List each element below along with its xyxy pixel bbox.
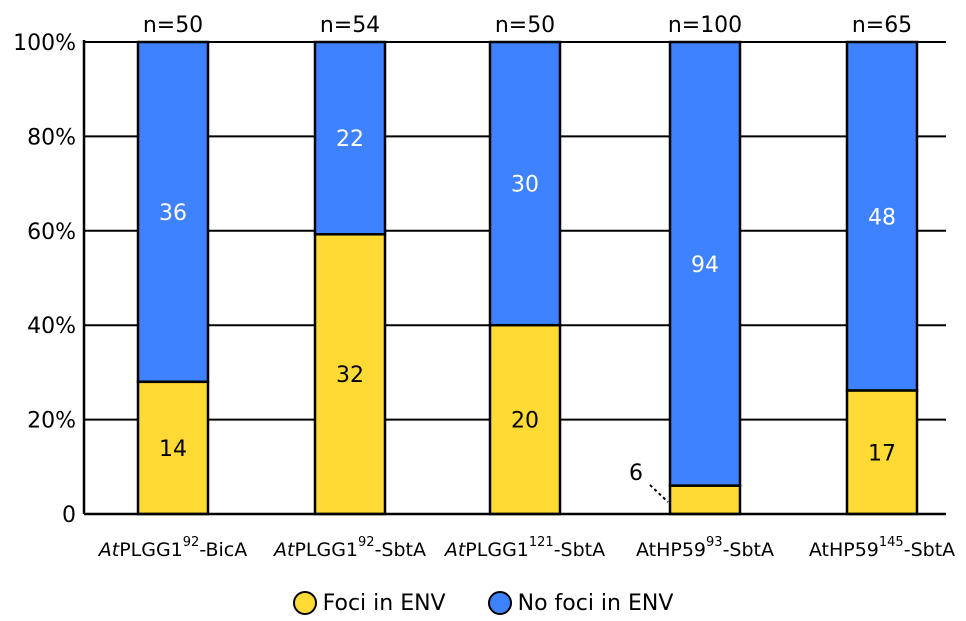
data-label-no-foci: 94 (691, 253, 719, 278)
bar-segment-foci (313, 233, 387, 516)
legend-label-no-foci: No foci in ENV (517, 590, 674, 616)
data-label-foci: 17 (868, 441, 896, 466)
bar-segment-foci (488, 323, 562, 516)
bar-segment-foci (668, 484, 742, 516)
data-label-no-foci: 48 (868, 205, 896, 230)
n-label: n=100 (668, 13, 742, 38)
data-label-foci: 32 (336, 363, 364, 388)
n-label: n=54 (320, 13, 380, 38)
legend: Foci in ENV No foci in ENV (0, 585, 966, 621)
labels: 0 20% 40% 60% 80% 100% 36 14 n=50 AtPLGG192-BicA 2… (13, 13, 955, 561)
y-tick-label: 40% (27, 314, 76, 339)
n-label: n=50 (495, 13, 555, 38)
stacked-bar-chart: 0 20% 40% 60% 80% 100% 36 14 n=50 AtPLGG192-BicA 2… (13, 13, 955, 561)
data-label-foci: 6 (629, 461, 643, 486)
y-tick-label: 20% (27, 409, 76, 434)
bar-segment-no-foci (136, 40, 210, 384)
x-category-label: AtPLGG1121-SbtA (443, 535, 605, 561)
x-category-label: AtHP5993-SbtA (636, 535, 774, 561)
y-tick-label: 80% (27, 125, 76, 150)
x-category-label: AtHP59145-SbtA (809, 535, 955, 561)
data-label-no-foci: 30 (511, 173, 539, 198)
bars (136, 40, 919, 516)
x-category-label: AtPLGG192-BicA (97, 535, 248, 561)
bar-segment-no-foci (668, 40, 742, 487)
data-label-no-foci: 22 (336, 127, 364, 152)
legend-label-foci: Foci in ENV (322, 590, 446, 616)
n-label: n=65 (852, 13, 912, 38)
legend-item-foci: Foci in ENV (292, 590, 446, 616)
bar-segment-no-foci (313, 40, 387, 236)
legend-item-no-foci: No foci in ENV (487, 590, 674, 616)
x-category-label: AtPLGG192-SbtA (272, 535, 426, 561)
n-label: n=50 (143, 13, 203, 38)
data-label-foci: 14 (159, 437, 187, 462)
y-tick-label: 100% (13, 31, 76, 56)
data-label-foci: 20 (511, 409, 539, 434)
legend-swatch-no-foci (487, 591, 512, 615)
y-tick-label: 0 (62, 503, 76, 528)
data-label-no-foci: 36 (159, 201, 187, 226)
bar-segment-foci (845, 389, 919, 516)
callout-leader-line (649, 484, 669, 503)
bar-segment-no-foci (488, 40, 562, 327)
legend-swatch-foci (292, 591, 317, 615)
y-tick-label: 60% (27, 220, 76, 245)
bar-segment-no-foci (845, 40, 919, 392)
